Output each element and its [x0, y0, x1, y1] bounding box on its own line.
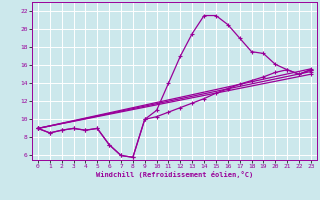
X-axis label: Windchill (Refroidissement éolien,°C): Windchill (Refroidissement éolien,°C) [96, 171, 253, 178]
